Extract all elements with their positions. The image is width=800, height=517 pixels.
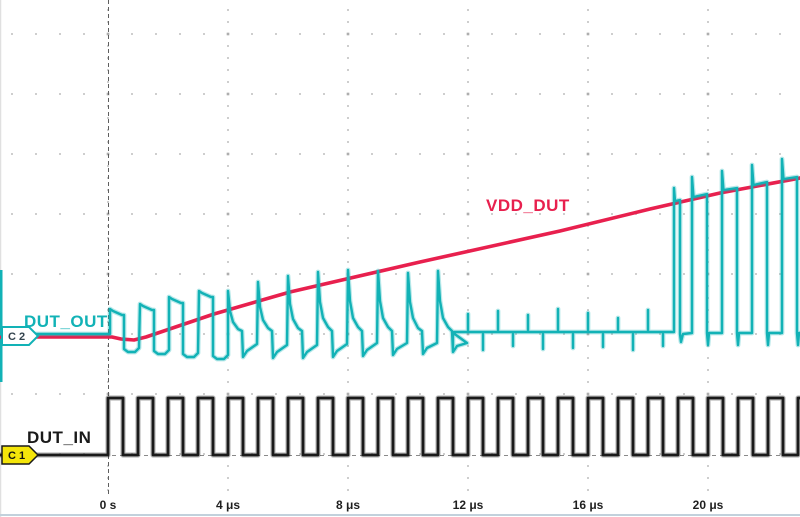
axis-tick-label: 12 μs: [453, 498, 484, 512]
vdd-dut-label: VDD_DUT: [486, 196, 570, 215]
trace-dut-out: [0, 157, 800, 361]
axis-tick-label: 0 s: [100, 498, 117, 512]
trace-dut-in: [0, 396, 800, 457]
channel1-badge-shape[interactable]: [1, 445, 40, 465]
axis-separator: [0, 514, 800, 516]
channel1-badge[interactable]: C 1: [1, 445, 40, 465]
axis-tick-label: 8 μs: [336, 498, 360, 512]
channel2-badge[interactable]: C 2: [1, 326, 40, 346]
axis-tick-label: 20 μs: [693, 498, 724, 512]
time-axis: 0 s 4 μs 8 μs 12 μs 16 μs 20 μs: [100, 498, 724, 512]
axis-tick-label: 16 μs: [573, 498, 604, 512]
channel1-badge-label: C 1: [8, 450, 25, 462]
trace-vdd-dut: [0, 176, 800, 342]
axis-tick-label: 4 μs: [216, 498, 240, 512]
channel2-badge-label: C 2: [8, 331, 25, 343]
dut-in-label: DUT_IN: [27, 428, 91, 447]
dut-out-label: DUT_OUT: [24, 312, 108, 331]
channel2-badge-shape[interactable]: [1, 326, 40, 346]
